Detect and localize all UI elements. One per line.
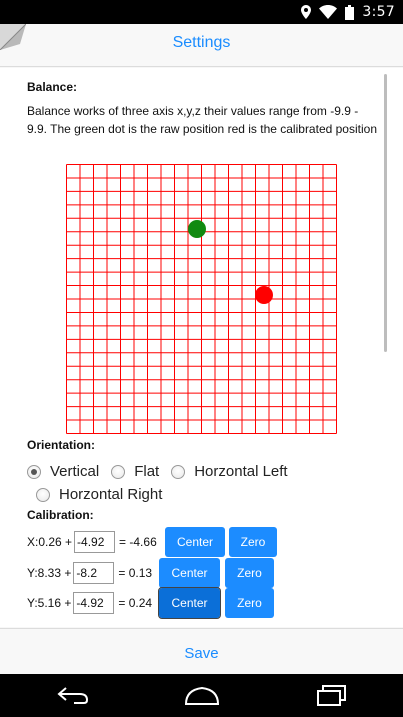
- orientation-radio-row-2: Horzontal Right: [36, 486, 174, 503]
- calibration-row-x: X:0.26 + = -4.66: [27, 527, 157, 557]
- grid-lines: [66, 164, 337, 434]
- radio-flat-label[interactable]: Flat: [134, 463, 160, 480]
- calibration-x-result: = -4.66: [119, 535, 157, 549]
- balance-grid: [66, 164, 337, 434]
- orientation-radio-row-1: Vertical Flat Horzontal Left: [27, 463, 300, 480]
- radio-vertical[interactable]: Vertical: [27, 463, 99, 480]
- back-icon[interactable]: [56, 684, 90, 706]
- radio-horizontal-left-button[interactable]: [171, 464, 186, 479]
- calibration-y-center-button[interactable]: Center: [159, 558, 220, 588]
- calibration-y-result: = 0.13: [118, 566, 153, 580]
- balance-grid-canvas: [66, 164, 337, 434]
- radio-horizontal-right-label[interactable]: Horzontal Right: [59, 486, 163, 503]
- recent-apps-icon[interactable]: [316, 684, 348, 706]
- radio-horizontal-left-label[interactable]: Horzontal Left: [194, 463, 288, 480]
- wifi-icon: [319, 5, 338, 19]
- orientation-label: Orientation:: [27, 438, 95, 452]
- calibrated-position-dot: [255, 286, 273, 304]
- header: Settings: [0, 24, 403, 67]
- radio-horizontal-left[interactable]: Horzontal Left: [171, 463, 288, 480]
- calibration-label: Calibration:: [27, 508, 94, 522]
- calibration-z-offset-input[interactable]: [73, 592, 115, 614]
- save-button[interactable]: Save: [184, 645, 219, 662]
- status-bar: 3:57: [0, 0, 403, 24]
- scrollbar[interactable]: [384, 74, 387, 352]
- settings-screen: Settings Balance: Balance works of three…: [0, 24, 403, 674]
- calibration-z-center-button[interactable]: Center: [158, 587, 221, 619]
- radio-flat-button[interactable]: [111, 464, 126, 479]
- calibration-x-prefix: X:0.26 +: [27, 535, 73, 549]
- calibration-row-y: Y:8.33 + = 0.13: [27, 558, 152, 588]
- balance-description: Balance works of three axis x,y,z their …: [27, 104, 377, 136]
- calibration-y-zero-button[interactable]: Zero: [225, 558, 274, 588]
- footer: Save: [0, 628, 403, 674]
- radio-horizontal-right-button[interactable]: [36, 487, 50, 502]
- status-time: 3:57: [362, 4, 395, 20]
- calibration-y-prefix: Y:8.33 +: [27, 566, 72, 580]
- home-icon[interactable]: [184, 684, 220, 706]
- page-curl-icon: [0, 24, 26, 50]
- calibration-z-result: = 0.24: [118, 596, 153, 610]
- radio-vertical-button[interactable]: [27, 464, 41, 479]
- calibration-x-zero-button[interactable]: Zero: [229, 527, 277, 557]
- calibration-row-z: Y:5.16 + = 0.24: [27, 588, 152, 618]
- calibration-z-prefix: Y:5.16 +: [27, 596, 72, 610]
- calibration-y-offset-input[interactable]: [73, 562, 115, 584]
- radio-vertical-label[interactable]: Vertical: [50, 463, 100, 480]
- page-title: Settings: [172, 34, 231, 51]
- status-icons: 3:57: [301, 2, 395, 22]
- calibration-z-zero-button[interactable]: Zero: [225, 588, 274, 618]
- balance-label: Balance:: [27, 80, 78, 94]
- radio-horizontal-right[interactable]: Horzontal Right: [36, 486, 162, 503]
- radio-flat[interactable]: Flat: [111, 463, 159, 480]
- calibration-x-center-button[interactable]: Center: [165, 527, 225, 557]
- raw-position-dot: [188, 220, 206, 238]
- navigation-bar: [0, 674, 403, 717]
- settings-content[interactable]: Balance: Balance works of three axis x,y…: [0, 68, 403, 627]
- calibration-x-offset-input[interactable]: [74, 531, 116, 553]
- battery-icon: [345, 4, 355, 20]
- location-icon: [301, 5, 312, 19]
